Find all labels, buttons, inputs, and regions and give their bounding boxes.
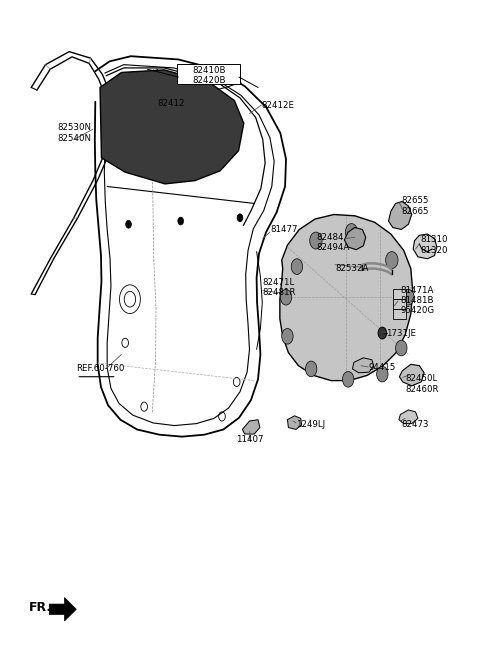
Text: 94415: 94415 — [368, 363, 396, 372]
Text: 82473: 82473 — [401, 420, 429, 430]
Text: 81471A
81481B
95420G: 81471A 81481B 95420G — [400, 286, 434, 315]
Circle shape — [396, 340, 407, 356]
Circle shape — [280, 290, 292, 305]
Text: 82532A: 82532A — [335, 264, 368, 273]
Circle shape — [345, 223, 358, 240]
Text: 82412E: 82412E — [261, 101, 294, 110]
Polygon shape — [413, 234, 437, 259]
Polygon shape — [49, 598, 76, 621]
Polygon shape — [100, 70, 244, 184]
Circle shape — [237, 214, 243, 221]
FancyBboxPatch shape — [178, 64, 240, 83]
Circle shape — [282, 328, 293, 344]
Text: 1249LJ: 1249LJ — [296, 420, 325, 430]
Text: 81477: 81477 — [270, 225, 298, 234]
Text: 11407: 11407 — [236, 435, 263, 443]
Polygon shape — [399, 410, 418, 424]
Text: 82530N
82540N: 82530N 82540N — [57, 124, 91, 143]
Polygon shape — [242, 420, 260, 434]
Text: FR.: FR. — [29, 600, 52, 614]
Polygon shape — [280, 214, 413, 380]
Circle shape — [385, 252, 398, 269]
Text: 81310
81320: 81310 81320 — [420, 235, 448, 255]
Text: 1731JE: 1731JE — [386, 329, 416, 338]
Circle shape — [342, 371, 354, 387]
Polygon shape — [288, 416, 301, 430]
Polygon shape — [352, 358, 374, 373]
Text: 82484
82494A: 82484 82494A — [316, 233, 349, 252]
Text: 82450L
82460R: 82450L 82460R — [405, 374, 439, 394]
Polygon shape — [393, 309, 406, 319]
Circle shape — [403, 290, 414, 305]
Circle shape — [310, 232, 322, 249]
Circle shape — [178, 217, 183, 225]
Polygon shape — [393, 289, 406, 299]
Text: REF.60-760: REF.60-760 — [76, 365, 125, 373]
Polygon shape — [399, 365, 424, 386]
Polygon shape — [344, 227, 366, 250]
Circle shape — [378, 327, 386, 339]
Text: 82410B
82420B: 82410B 82420B — [192, 66, 226, 85]
Circle shape — [126, 220, 132, 228]
Polygon shape — [393, 298, 406, 309]
Text: 82655
82665: 82655 82665 — [401, 196, 429, 215]
Text: 82471L
82481R: 82471L 82481R — [263, 278, 296, 297]
Circle shape — [377, 367, 388, 382]
Polygon shape — [388, 202, 412, 229]
Circle shape — [305, 361, 317, 376]
Circle shape — [291, 259, 302, 275]
Text: 82412: 82412 — [157, 99, 185, 108]
